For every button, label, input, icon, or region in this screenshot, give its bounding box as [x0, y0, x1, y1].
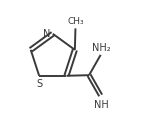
Text: N: N [43, 29, 50, 39]
Text: CH₃: CH₃ [67, 17, 84, 26]
Text: NH: NH [94, 99, 109, 109]
Text: S: S [37, 79, 43, 89]
Text: NH₂: NH₂ [92, 43, 111, 53]
